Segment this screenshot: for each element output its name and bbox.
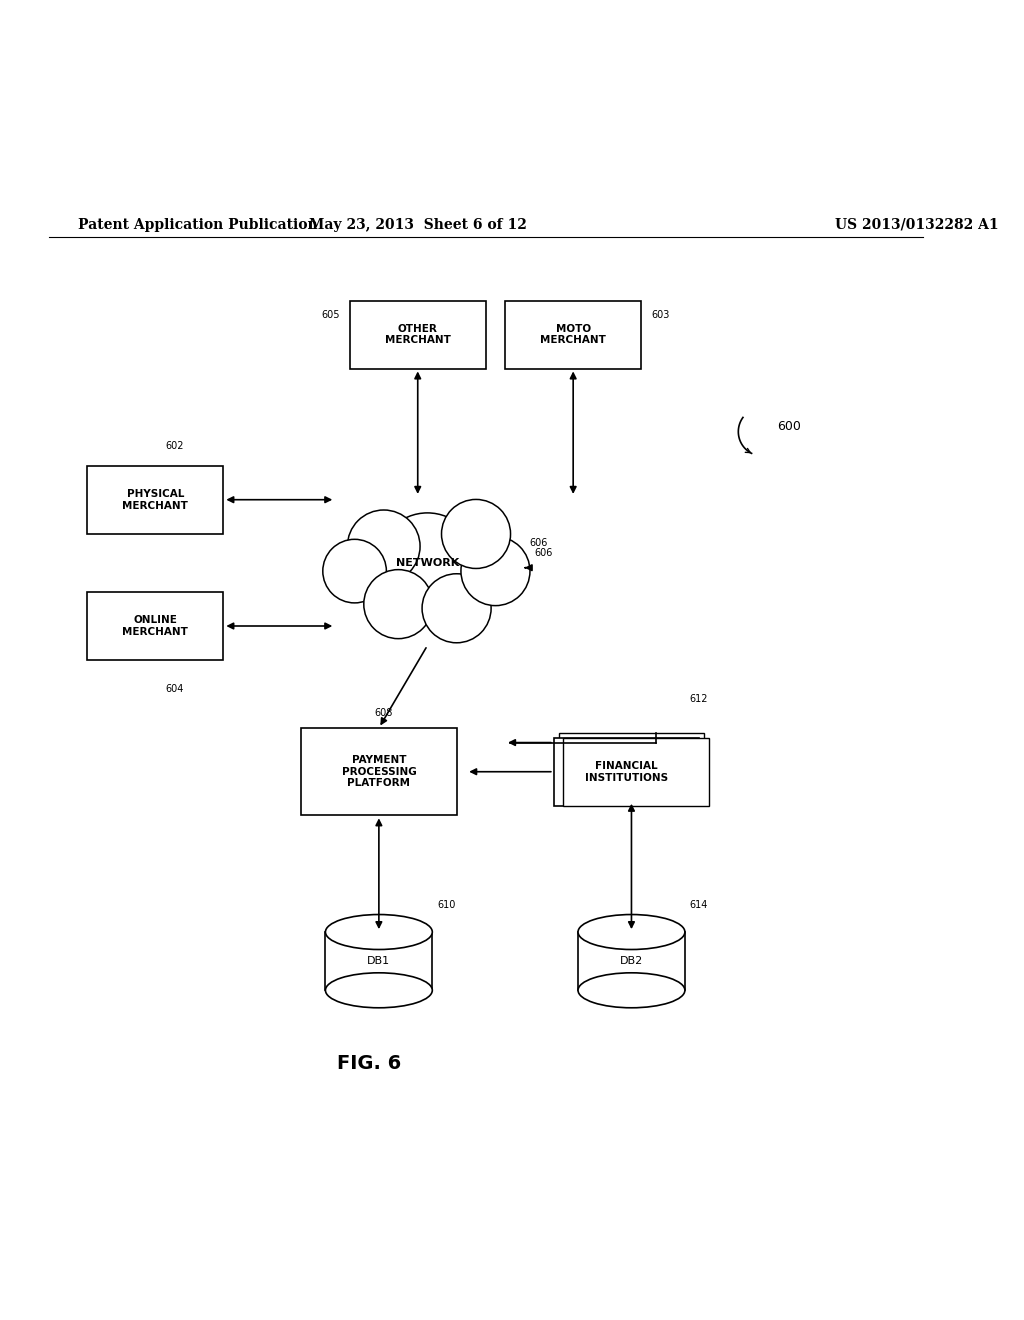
Text: OTHER
MERCHANT: OTHER MERCHANT (385, 323, 451, 346)
Text: 606: 606 (529, 539, 548, 548)
FancyBboxPatch shape (301, 729, 457, 816)
FancyBboxPatch shape (554, 738, 699, 805)
FancyBboxPatch shape (87, 466, 223, 533)
FancyBboxPatch shape (505, 301, 641, 368)
Circle shape (347, 510, 420, 582)
Text: 600: 600 (777, 420, 801, 433)
Circle shape (441, 499, 511, 569)
Text: PAYMENT
PROCESSING
PLATFORM: PAYMENT PROCESSING PLATFORM (341, 755, 416, 788)
Circle shape (364, 570, 433, 639)
FancyBboxPatch shape (87, 591, 223, 660)
Text: 608: 608 (375, 709, 393, 718)
Circle shape (461, 537, 530, 606)
Text: 612: 612 (690, 694, 709, 704)
Circle shape (422, 574, 492, 643)
FancyBboxPatch shape (350, 301, 485, 368)
Bar (326, 932, 432, 990)
Bar (578, 932, 685, 990)
Text: US 2013/0132282 A1: US 2013/0132282 A1 (836, 218, 999, 232)
Text: 603: 603 (651, 310, 670, 321)
Text: FINANCIAL
INSTITUTIONS: FINANCIAL INSTITUTIONS (585, 760, 669, 783)
Text: MOTO
MERCHANT: MOTO MERCHANT (541, 323, 606, 346)
FancyBboxPatch shape (563, 738, 710, 805)
Ellipse shape (578, 915, 685, 949)
Text: FIG. 6: FIG. 6 (337, 1053, 401, 1073)
Text: 605: 605 (322, 310, 340, 321)
Ellipse shape (578, 973, 685, 1007)
Circle shape (378, 513, 477, 612)
Text: PHYSICAL
MERCHANT: PHYSICAL MERCHANT (123, 488, 188, 511)
Circle shape (323, 540, 386, 603)
Text: DB2: DB2 (620, 956, 643, 966)
Text: DB1: DB1 (368, 956, 390, 966)
Text: ONLINE
MERCHANT: ONLINE MERCHANT (123, 615, 188, 636)
Text: 614: 614 (690, 900, 709, 909)
Text: May 23, 2013  Sheet 6 of 12: May 23, 2013 Sheet 6 of 12 (309, 218, 526, 232)
FancyBboxPatch shape (559, 733, 705, 801)
Text: 602: 602 (165, 441, 183, 451)
Text: NETWORK: NETWORK (396, 558, 459, 568)
Text: Patent Application Publication: Patent Application Publication (78, 218, 317, 232)
Text: 610: 610 (437, 900, 456, 909)
Text: 606: 606 (535, 548, 553, 558)
Ellipse shape (326, 915, 432, 949)
Ellipse shape (326, 973, 432, 1007)
Text: 604: 604 (165, 684, 183, 694)
